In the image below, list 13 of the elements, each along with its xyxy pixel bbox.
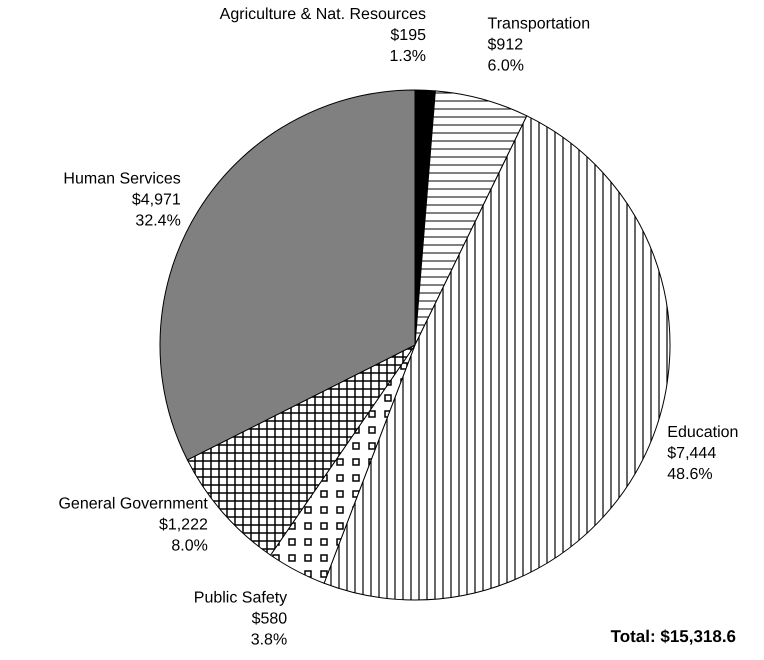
text: Total: $15,318.6 [610,627,736,646]
data-label: $7,444 48.6% [667,444,716,483]
data-label: $580 3.8% [250,610,288,648]
slice-label: Education [667,424,738,441]
slice-label: Public Safety [194,589,288,606]
slice-label: Transportation [488,16,590,33]
data-label: $195 1.3% [390,27,426,66]
slice-label: Agriculture & Nat. Resources [220,6,426,24]
data-label: $4,971 32.4% [132,191,181,230]
slice-label: General Government [58,495,208,512]
data-label: $912 6.0% [488,36,524,75]
data-label: $1,222 8.0% [158,516,208,554]
slice-label: Human Services [63,170,181,188]
